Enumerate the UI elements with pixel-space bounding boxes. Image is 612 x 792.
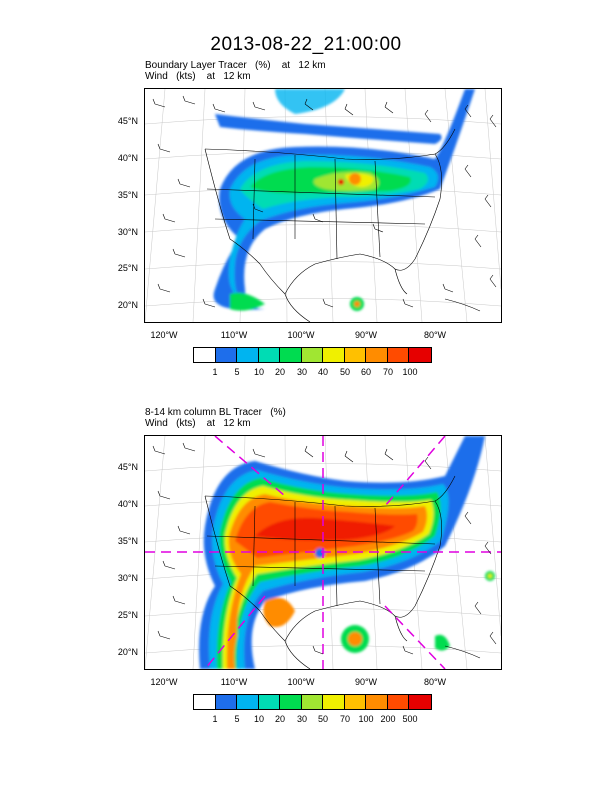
panel1-map	[144, 88, 502, 323]
panel2-lat-tick: 20°N	[117, 647, 138, 657]
panel1-lon-tick: 100°W	[287, 330, 315, 340]
colorbar-swatch	[194, 348, 216, 362]
panel1-colorbar-label: 20	[274, 367, 285, 377]
colorbar-swatch	[237, 348, 259, 362]
panel1-lat-tick: 35°N	[117, 190, 138, 200]
panel2-lon-tick: 110°W	[220, 677, 248, 687]
colorbar-swatch	[387, 695, 409, 709]
colorbar-swatch	[387, 348, 409, 362]
panel2-colorbar-label: 200	[380, 714, 396, 724]
colorbar-swatch	[280, 695, 302, 709]
panel2-colorbar-label: 70	[339, 714, 350, 724]
panel2-map-svg	[145, 436, 501, 669]
panel2-lon-tick: 90°W	[354, 677, 378, 687]
panel1-colorbar-label: 60	[360, 367, 371, 377]
panel1-colorbar-label: 100	[402, 367, 418, 377]
panel2-lon-tick: 100°W	[287, 677, 315, 687]
panel1-colorbar-label: 40	[317, 367, 328, 377]
panel1-colorbar	[193, 347, 432, 363]
panel2-lon-tick: 120°W	[150, 677, 178, 687]
colorbar-swatch	[366, 348, 388, 362]
panel1-colorbar-label: 30	[296, 367, 307, 377]
panel2-colorbar-label: 20	[274, 714, 285, 724]
panel1-colorbar-label: 5	[234, 367, 240, 377]
colorbar-swatch	[323, 348, 345, 362]
panel2-colorbar-label: 30	[296, 714, 307, 724]
colorbar-swatch	[215, 348, 237, 362]
panel2-title-line2: Wind (kts) at 12 km	[145, 418, 251, 429]
panel1-lat-tick: 20°N	[117, 300, 138, 310]
colorbar-swatch	[366, 695, 388, 709]
main-title: 2013-08-22_21:00:00	[210, 34, 402, 55]
panel1-tracer-field	[213, 89, 476, 311]
panel1-map-svg	[145, 89, 501, 322]
panel1-lat-tick: 25°N	[117, 263, 138, 273]
panel2-boundaries	[204, 475, 481, 669]
colorbar-swatch	[301, 695, 323, 709]
panel2-lat-tick: 45°N	[117, 462, 138, 472]
panel2-lat-tick: 30°N	[117, 573, 138, 583]
panel1-lon-tick: 90°W	[354, 330, 378, 340]
panel1-title-line1: Boundary Layer Tracer (%) at 12 km	[145, 60, 326, 71]
panel1-colorbar-label: 10	[253, 367, 264, 377]
panel2-lat-tick: 35°N	[117, 536, 138, 546]
colorbar-swatch	[280, 348, 302, 362]
panel1-wind-barbs	[152, 95, 497, 308]
colorbar-swatch	[344, 348, 366, 362]
panel1-colorbar-label: 50	[339, 367, 350, 377]
panel2-lon-tick: 80°W	[423, 677, 447, 687]
panel1-boundaries	[204, 128, 481, 322]
panel1-colorbar-label: 1	[212, 367, 218, 377]
colorbar-swatch	[301, 348, 323, 362]
colorbar-swatch	[409, 695, 431, 709]
colorbar-swatch	[194, 695, 216, 709]
panel2-lat-tick: 40°N	[117, 499, 138, 509]
colorbar-swatch	[344, 695, 366, 709]
colorbar-swatch	[258, 695, 280, 709]
panel2-colorbar-label: 100	[358, 714, 374, 724]
panel2-colorbar-label: 50	[317, 714, 328, 724]
panel1-lat-tick: 40°N	[117, 153, 138, 163]
panel1-lon-tick: 110°W	[220, 330, 248, 340]
panel1-lon-tick: 80°W	[423, 330, 447, 340]
panel2-map	[144, 435, 502, 670]
panel1-lat-tick: 45°N	[117, 116, 138, 126]
panel1-colorbar-label: 70	[382, 367, 393, 377]
panel2-lat-tick: 25°N	[117, 610, 138, 620]
panel2-colorbar-label: 5	[234, 714, 240, 724]
panel2-title-line1: 8-14 km column BL Tracer (%)	[145, 407, 286, 418]
panel2-cross-section-lines	[145, 436, 501, 669]
panel2-colorbar-label: 500	[402, 714, 418, 724]
panel2-wind-barbs	[152, 442, 497, 655]
panel1-lon-tick: 120°W	[150, 330, 178, 340]
panel2-colorbar	[193, 694, 432, 710]
colorbar-swatch	[258, 348, 280, 362]
colorbar-swatch	[409, 348, 431, 362]
colorbar-swatch	[237, 695, 259, 709]
panel1-title-line2: Wind (kts) at 12 km	[145, 71, 251, 82]
panel1-lat-tick: 30°N	[117, 227, 138, 237]
panel2-colorbar-label: 1	[212, 714, 218, 724]
colorbar-swatch	[215, 695, 237, 709]
colorbar-swatch	[323, 695, 345, 709]
panel2-colorbar-label: 10	[253, 714, 264, 724]
